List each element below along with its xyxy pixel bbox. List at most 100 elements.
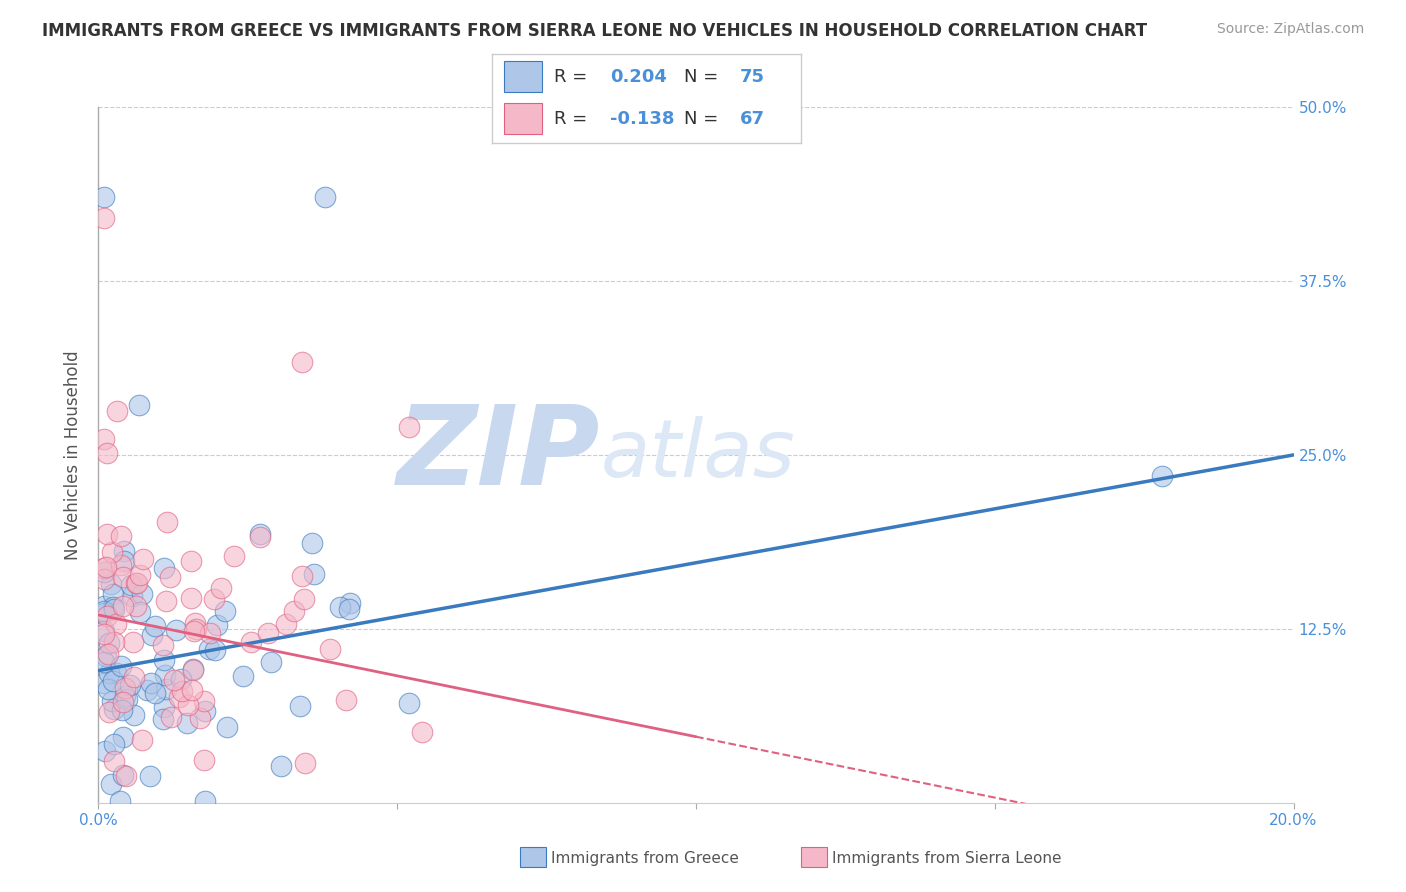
Y-axis label: No Vehicles in Household: No Vehicles in Household (65, 350, 83, 560)
Point (93, 572, 115, 586)
Text: 67: 67 (740, 110, 765, 128)
Point (122, 635, 145, 649)
Point (177, 698, 200, 712)
Point (101, 673, 124, 688)
Point (304, 566, 326, 581)
Point (93, 655, 115, 669)
Point (204, 643, 226, 657)
Point (110, 659, 132, 673)
Point (108, 794, 131, 808)
Bar (505, 103, 541, 134)
Point (98, 706, 121, 720)
Point (291, 569, 314, 583)
Point (96, 526, 118, 541)
Point (184, 615, 207, 630)
Point (132, 551, 155, 566)
Point (156, 516, 179, 530)
Point (170, 673, 193, 687)
Point (152, 638, 174, 652)
Point (153, 561, 176, 575)
Point (143, 686, 166, 700)
Point (232, 669, 254, 683)
Point (283, 604, 305, 618)
Point (103, 754, 125, 768)
Text: R =: R = (554, 68, 593, 86)
Point (143, 618, 166, 632)
Text: Source: ZipAtlas.com: Source: ZipAtlas.com (1216, 22, 1364, 37)
Point (214, 604, 236, 618)
Point (197, 642, 219, 657)
Point (152, 712, 174, 726)
Point (112, 768, 135, 782)
Point (339, 596, 361, 610)
Point (114, 689, 136, 703)
Point (398, 696, 420, 710)
Point (100, 577, 122, 591)
Point (112, 730, 135, 744)
Text: -0.138: -0.138 (610, 110, 673, 128)
Point (110, 529, 132, 543)
Point (115, 768, 138, 782)
Point (96, 608, 118, 623)
Point (122, 670, 145, 684)
Point (152, 653, 174, 667)
Point (170, 684, 193, 698)
Point (114, 554, 136, 568)
Point (114, 544, 136, 558)
Point (120, 578, 142, 592)
Point (160, 710, 183, 724)
Point (139, 676, 162, 690)
Point (294, 756, 316, 770)
Text: ZIP: ZIP (396, 401, 600, 508)
Text: 0.204: 0.204 (610, 68, 666, 86)
Point (93, 561, 115, 575)
Point (259, 655, 281, 669)
Point (301, 536, 323, 550)
Point (181, 662, 204, 676)
Point (101, 600, 124, 615)
Text: 75: 75 (740, 68, 765, 86)
Point (103, 635, 125, 649)
Point (103, 601, 125, 615)
Point (101, 586, 124, 600)
Point (337, 602, 360, 616)
Point (103, 701, 125, 715)
Point (183, 624, 205, 638)
Point (180, 591, 202, 605)
Point (329, 600, 352, 615)
Point (131, 586, 153, 600)
Point (139, 769, 162, 783)
Bar (505, 61, 541, 92)
Point (100, 777, 122, 791)
Point (111, 695, 134, 709)
Point (167, 690, 190, 704)
Point (165, 623, 187, 637)
Point (112, 570, 135, 584)
Point (288, 699, 311, 714)
Point (100, 545, 122, 559)
Point (155, 594, 177, 608)
Point (93, 624, 115, 639)
Point (93, 676, 115, 690)
Point (411, 724, 433, 739)
Point (105, 403, 128, 417)
Point (120, 678, 142, 692)
Point (112, 599, 135, 613)
Point (96, 559, 118, 574)
Point (125, 576, 148, 591)
Point (249, 530, 271, 544)
Point (155, 667, 177, 681)
Point (239, 634, 262, 648)
Point (257, 626, 280, 640)
Point (141, 628, 163, 642)
Text: N =: N = (683, 68, 724, 86)
Point (97, 681, 120, 696)
Point (124, 576, 146, 591)
Point (153, 699, 176, 714)
Point (179, 554, 201, 568)
Point (398, 420, 420, 434)
Point (125, 599, 148, 614)
Point (93, 604, 115, 618)
Point (93, 432, 115, 446)
Point (98, 635, 121, 649)
